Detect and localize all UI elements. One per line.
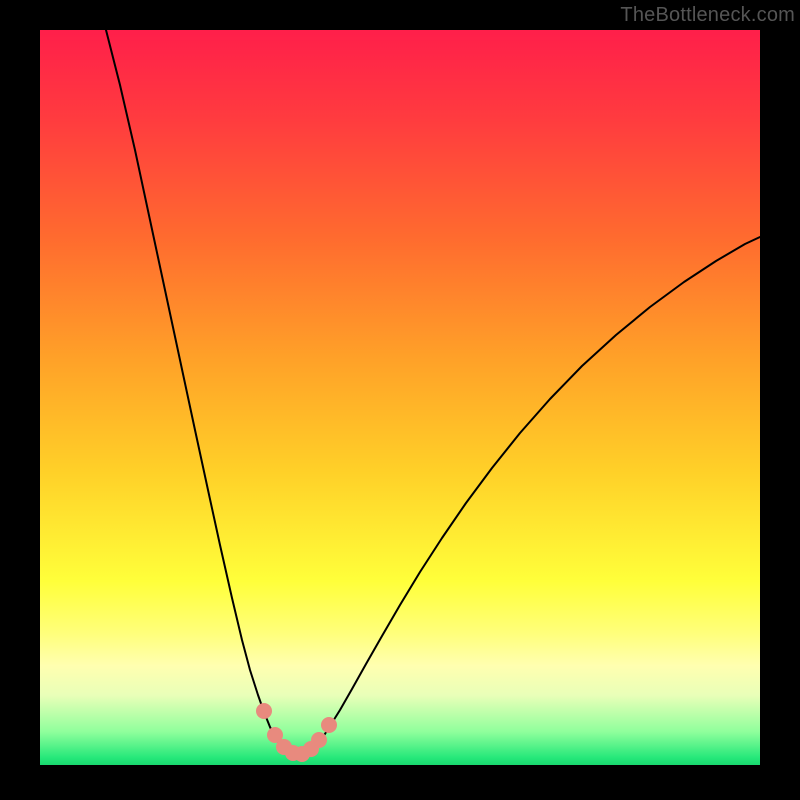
curve-marker (321, 717, 337, 733)
plot-background (40, 30, 760, 765)
chart-frame: TheBottleneck.com (0, 0, 800, 800)
bottleneck-chart (0, 0, 800, 800)
curve-marker (311, 732, 327, 748)
curve-marker (256, 703, 272, 719)
watermark-text: TheBottleneck.com (620, 4, 795, 27)
